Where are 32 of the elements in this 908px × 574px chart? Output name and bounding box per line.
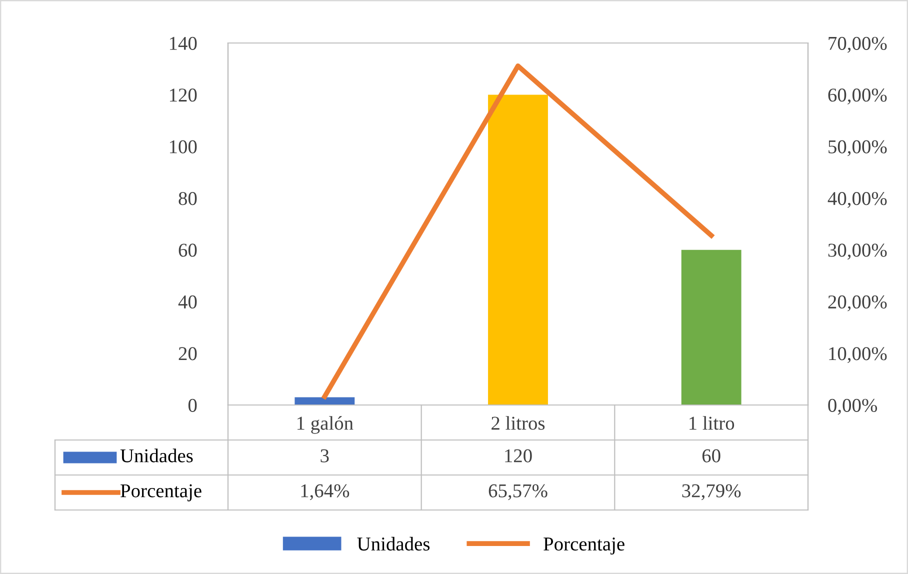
y2-tick-label: 60,00%	[828, 88, 887, 104]
y-tick-label: 120	[170, 88, 197, 102]
y-tick-label: 0	[188, 398, 197, 412]
bar	[488, 94, 548, 405]
y2-tick-label: 50,00%	[828, 140, 887, 156]
y-tick-label: 140	[170, 36, 197, 50]
data-label: 120	[505, 449, 532, 462]
legend-label: Unidades	[120, 448, 193, 462]
data-label: 1,64%	[301, 484, 350, 500]
bar	[681, 250, 742, 405]
x-tick-label: 1 galón	[297, 416, 354, 434]
data-label: 32,79%	[682, 484, 741, 500]
bar	[294, 397, 355, 405]
data-label: 65,57%	[488, 484, 548, 500]
y2-tick-label: 10,00%	[829, 347, 887, 364]
y2-tick-label: 30,00%	[828, 244, 887, 260]
y2-tick-label: 70,00%	[828, 36, 887, 53]
text: Porcentaje	[120, 484, 202, 502]
y-tick-label: 80	[178, 192, 197, 206]
x-tick-label: 1 litro	[690, 416, 734, 430]
y2-tick-label: 20,00%	[828, 295, 887, 312]
x-tick-label: 2 litros	[492, 416, 545, 430]
y-tick-label: 100	[170, 140, 197, 154]
y-tick-label: 60	[178, 244, 197, 257]
text: Unidades	[357, 536, 430, 551]
y2-tick-label: 40,00%	[828, 192, 887, 208]
legend-label: Porcentaje	[544, 538, 624, 555]
y-tick-label: 20	[178, 347, 197, 360]
y-tick-label: 40	[178, 295, 197, 309]
y2-tick-label: 0,00%	[828, 398, 878, 415]
data-label: 3	[320, 449, 329, 462]
data-label: 60	[702, 449, 720, 462]
